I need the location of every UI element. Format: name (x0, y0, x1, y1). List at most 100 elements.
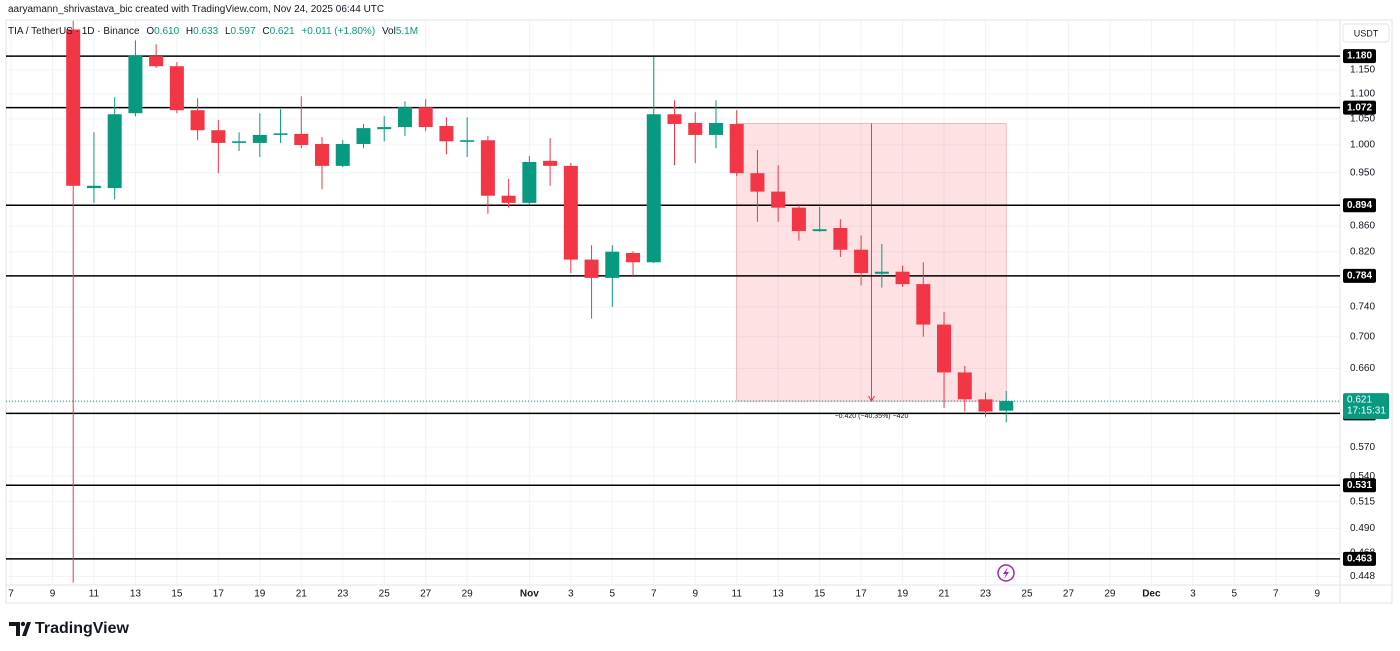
x-tick-label: 11 (89, 589, 100, 600)
candle-body (791, 207, 806, 232)
x-tick-label: 19 (897, 589, 909, 600)
legend-key: C (262, 26, 270, 37)
y-tick-label: 0.860 (1350, 221, 1375, 232)
grid (6, 20, 1340, 585)
y-tick-label: 1.100 (1350, 88, 1375, 99)
level-label: 0.894 (1347, 200, 1372, 211)
measure-arrowhead (868, 395, 875, 403)
x-tick-label: 3 (568, 589, 574, 600)
measure-label: −0.420 (−40.35%) −420 (835, 413, 909, 420)
level-label: 0.531 (1347, 480, 1372, 491)
legend-value: 0.597 (230, 26, 256, 37)
legend-key: L (224, 26, 231, 37)
x-tick-label: 25 (1021, 589, 1033, 600)
candle-body (895, 271, 910, 285)
candle-body (854, 249, 869, 274)
x-tick-label: 21 (296, 589, 308, 600)
x-tick-label: 29 (1104, 589, 1116, 600)
chart-frame (5, 19, 1393, 604)
candle-body (978, 399, 993, 412)
candle-body (107, 114, 122, 189)
x-tick-label: 19 (254, 589, 266, 600)
candle-body (916, 284, 931, 325)
x-tick-label: 23 (337, 589, 349, 600)
candle-body (169, 66, 184, 111)
credit: aaryamann_shrivastava_bic created with T… (8, 4, 385, 15)
x-tick-label: 11 (732, 589, 743, 600)
candle-body (356, 128, 371, 144)
legend-change: +0.011 (+1.80%) (301, 26, 376, 37)
x-tick-label: 3 (1190, 589, 1196, 600)
candle-body (480, 140, 495, 196)
candle-body (688, 122, 703, 135)
candle-body (294, 133, 309, 146)
currency-box[interactable] (1342, 23, 1390, 43)
y-tick-label: 0.740 (1350, 301, 1375, 312)
legend-value: 0.621 (269, 26, 295, 37)
brand: TradingView (35, 620, 130, 637)
x-tick-label: 9 (1314, 589, 1320, 600)
candle-body (501, 195, 516, 203)
candle-body (543, 160, 558, 166)
candle-body (190, 110, 205, 131)
candle-body (874, 271, 889, 274)
level-label-box (1343, 478, 1376, 493)
candle-body (605, 251, 620, 278)
x-tick-label: 17 (856, 589, 868, 600)
candle-body (128, 55, 143, 114)
y-tick-label: 0.700 (1350, 331, 1375, 342)
x-tick-label: 27 (1063, 589, 1075, 600)
candle-body (626, 253, 641, 263)
candle-body (397, 107, 412, 128)
legend-key: H (185, 26, 194, 37)
y-tick-label: 0.448 (1350, 571, 1375, 582)
y-tick-label: 0.515 (1350, 496, 1375, 507)
candle-body (86, 185, 101, 189)
candle-body (335, 143, 350, 166)
level-label: 0.463 (1347, 553, 1372, 564)
candle-body (937, 324, 952, 373)
candle-body (708, 122, 723, 135)
candle-body (377, 127, 392, 130)
candle-body (833, 227, 848, 250)
level-label: 0.784 (1347, 270, 1372, 281)
level-label-box (1343, 100, 1376, 115)
x-tick-label: 7 (8, 589, 14, 600)
x-tick-label: 15 (171, 589, 183, 600)
level-label-box (1343, 198, 1376, 213)
x-tick-label: 13 (773, 589, 785, 600)
candle-body (646, 114, 661, 263)
candle-body (232, 141, 247, 143)
level-label: 1.180 (1347, 51, 1372, 62)
y-tick-label: 1.000 (1350, 140, 1375, 151)
level-label-box (1343, 268, 1376, 283)
symbol[interactable]: TIA / TetherUS · 1D · Binance (8, 26, 140, 37)
level-label-box (1343, 551, 1376, 566)
candle-body (999, 401, 1014, 411)
x-tick-label: 27 (420, 589, 432, 600)
countdown: 17:15:31 (1347, 406, 1386, 417)
alert-icon[interactable] (997, 564, 1015, 582)
x-tick-label: 9 (692, 589, 698, 600)
candle-body (957, 372, 972, 400)
legend-value: 5.1M (395, 26, 419, 37)
last-price-label: 0.621 (1347, 395, 1372, 406)
legend-key: Vol (381, 26, 396, 37)
x-tick-label: 17 (213, 589, 225, 600)
x-tick-label: 13 (130, 589, 142, 600)
candle-body (149, 56, 164, 67)
legend-value: 0.633 (193, 26, 219, 37)
x-tick-label: 15 (814, 589, 826, 600)
last-price-box (1343, 393, 1389, 420)
candle-body (563, 165, 578, 260)
x-tick-label: 9 (50, 589, 56, 600)
y-tick-label: 0.820 (1350, 246, 1375, 257)
y-tick-label: 0.570 (1350, 442, 1375, 453)
legend: TIA / TetherUS · 1D · Binance O0.610 H0.… (8, 26, 422, 37)
x-tick-label: Nov (520, 589, 539, 600)
x-tick-label: 29 (462, 589, 474, 600)
y-tick-label: 1.150 (1350, 65, 1375, 76)
candle-body (584, 259, 599, 278)
candle-body (273, 133, 288, 135)
